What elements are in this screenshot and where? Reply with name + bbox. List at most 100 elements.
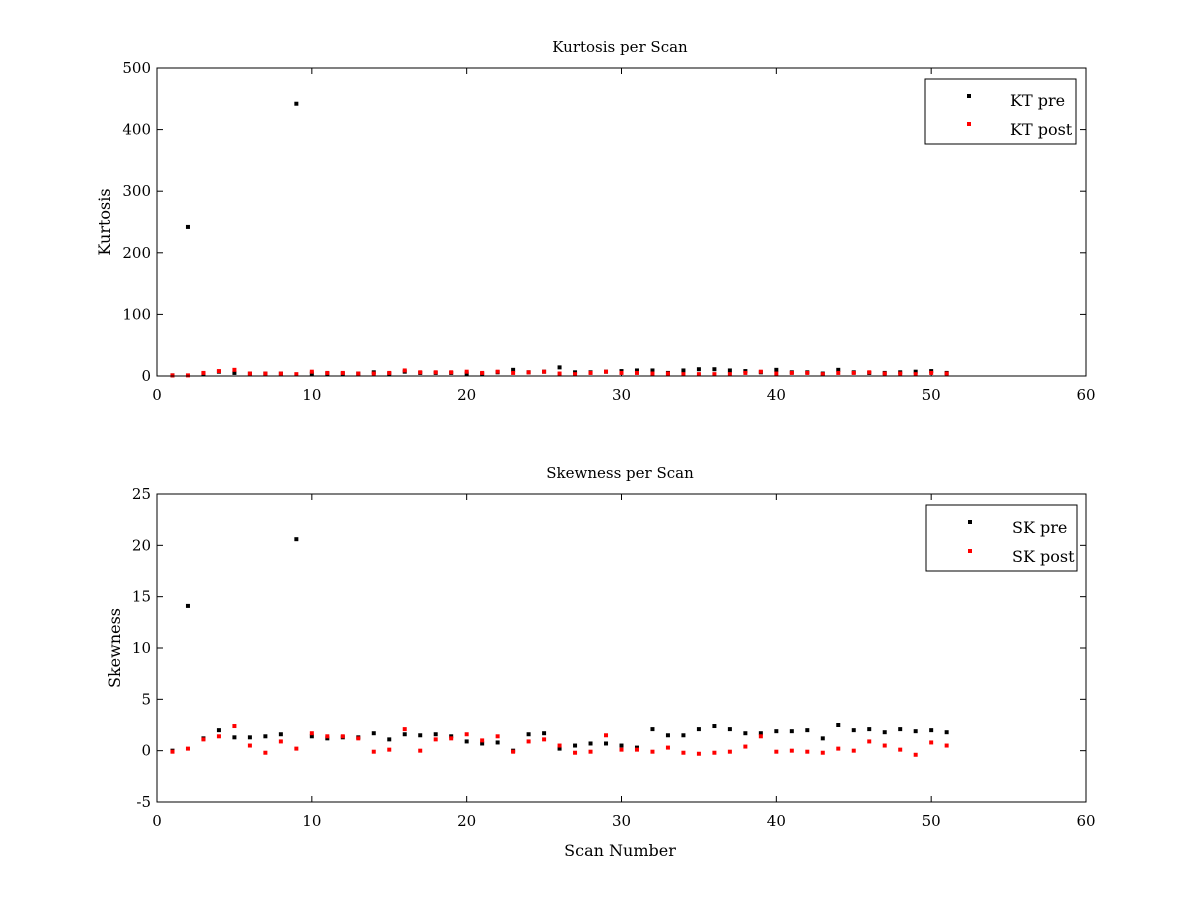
kurtosis-post-point	[511, 370, 516, 375]
skewness-post-point	[836, 746, 841, 751]
kurtosis-post-point	[278, 371, 283, 376]
skewness-post-point	[898, 747, 903, 752]
skewness-pre-point	[371, 731, 376, 736]
skewness-pre-point	[650, 727, 655, 732]
kurtosis-chart: Kurtosis per Scan Kurtosis 0 10 20 30 40 50 60…	[95, 38, 1096, 404]
skewness-post-point	[309, 731, 314, 736]
skewness-pre-point	[867, 727, 872, 732]
kurtosis-post-point	[929, 370, 934, 375]
skewness-post-point	[634, 747, 639, 752]
skewness-legend-label-pre: SK pre	[1012, 518, 1067, 537]
skewness-y-tick-label-4: 15	[132, 588, 151, 606]
skewness-pre-point	[882, 730, 887, 735]
skewness-post-point	[294, 746, 299, 751]
skewness-pre-point	[309, 734, 314, 739]
skewness-post-point	[820, 750, 825, 755]
skewness-pre-point	[774, 729, 779, 734]
skewness-pre-point	[216, 728, 221, 733]
kurtosis-post-point	[944, 371, 949, 376]
skewness-chart: Skewness per Scan Skewness Scan Number 0…	[105, 464, 1096, 860]
skewness-pre-point	[604, 741, 609, 746]
skewness-post-point	[789, 748, 794, 753]
skewness-post-point	[480, 738, 485, 743]
skewness-post-point	[170, 749, 175, 754]
kurtosis-post-point	[294, 372, 299, 377]
kurtosis-ticks: 0 10 20 30 40 50 60 0 100 200 300 400 500	[122, 59, 1095, 404]
skewness-post-point	[588, 749, 593, 754]
skewness-post-point	[464, 732, 469, 737]
kurtosis-post-point	[665, 371, 670, 376]
kurtosis-pre-point	[696, 367, 701, 372]
skewness-post-point	[371, 749, 376, 754]
skewness-y-tick-label-1: 0	[141, 742, 151, 760]
skewness-y-tick-label-5: 20	[132, 536, 151, 554]
kurtosis-post-point	[727, 372, 732, 377]
kurtosis-plot-frame	[156, 67, 1087, 377]
kurtosis-x-tick-label-4: 40	[767, 386, 786, 404]
skewness-x-tick-label-0: 0	[152, 812, 162, 830]
kurtosis-post-point	[820, 372, 825, 377]
skewness-pre-point	[247, 735, 252, 740]
skewness-legend-label-post: SK post	[1012, 547, 1075, 566]
kurtosis-post-point	[836, 370, 841, 375]
skewness-pre-point	[294, 537, 299, 542]
skewness-y-axis-label: Skewness	[105, 608, 124, 688]
kurtosis-x-tick-label-5: 50	[922, 386, 941, 404]
kurtosis-pre-point	[232, 370, 237, 375]
skewness-post-point	[882, 743, 887, 748]
kurtosis-post-point	[619, 370, 624, 375]
skewness-pre-point	[542, 731, 547, 736]
kurtosis-post-point	[464, 369, 469, 374]
kurtosis-post-point	[480, 370, 485, 375]
kurtosis-post-point	[526, 370, 531, 375]
kurtosis-pre-point	[774, 367, 779, 372]
kurtosis-legend[interactable]: KT pre KT post	[924, 78, 1077, 145]
skewness-pre-point	[387, 737, 392, 742]
kurtosis-post-point	[851, 370, 856, 375]
skewness-post-point	[356, 736, 361, 741]
kurtosis-post-point	[325, 370, 330, 375]
kurtosis-post-point	[247, 371, 252, 376]
kurtosis-legend-marker-post	[967, 122, 971, 126]
skewness-pre-point	[913, 729, 918, 734]
skewness-x-tick-label-2: 20	[457, 812, 476, 830]
kurtosis-post-point	[185, 373, 190, 378]
skewness-pre-point	[743, 731, 748, 736]
skewness-x-tick-label-6: 60	[1076, 812, 1095, 830]
skewness-post-point	[433, 737, 438, 742]
skewness-y-tick-label-2: 5	[141, 690, 151, 708]
skewness-post-point	[418, 748, 423, 753]
kurtosis-post-point	[650, 371, 655, 376]
skewness-post-point	[340, 734, 345, 739]
skewness-pre-point	[433, 732, 438, 737]
skewness-pre-point	[805, 728, 810, 733]
kurtosis-post-point	[170, 373, 175, 378]
kurtosis-pre-point	[727, 368, 732, 373]
kurtosis-post-point	[573, 372, 578, 377]
kurtosis-pre-point	[681, 368, 686, 373]
kurtosis-pre-point	[634, 368, 639, 373]
kurtosis-post-point	[913, 372, 918, 377]
skewness-pre-point	[185, 603, 190, 608]
kurtosis-y-tick-label-0: 0	[141, 367, 151, 385]
skewness-legend[interactable]: SK pre SK post	[925, 504, 1078, 572]
kurtosis-x-tick-label-3: 30	[612, 386, 631, 404]
kurtosis-points	[170, 101, 949, 378]
skewness-pre-point	[278, 732, 283, 737]
kurtosis-x-tick-label-1: 10	[302, 386, 321, 404]
kurtosis-post-point	[898, 371, 903, 376]
kurtosis-post-point	[867, 370, 872, 375]
skewness-pre-point	[820, 736, 825, 741]
skewness-pre-point	[851, 728, 856, 733]
kurtosis-y-tick-label-3: 300	[122, 182, 151, 200]
skewness-pre-point	[758, 731, 763, 736]
skewness-post-point	[712, 750, 717, 755]
kurtosis-pre-point	[557, 365, 562, 370]
kurtosis-pre-point	[185, 224, 190, 229]
kurtosis-pre-point	[511, 367, 516, 372]
kurtosis-post-point	[263, 371, 268, 376]
kurtosis-post-point	[418, 370, 423, 375]
kurtosis-post-point	[588, 370, 593, 375]
skewness-post-point	[542, 737, 547, 742]
kurtosis-post-point	[402, 368, 407, 373]
